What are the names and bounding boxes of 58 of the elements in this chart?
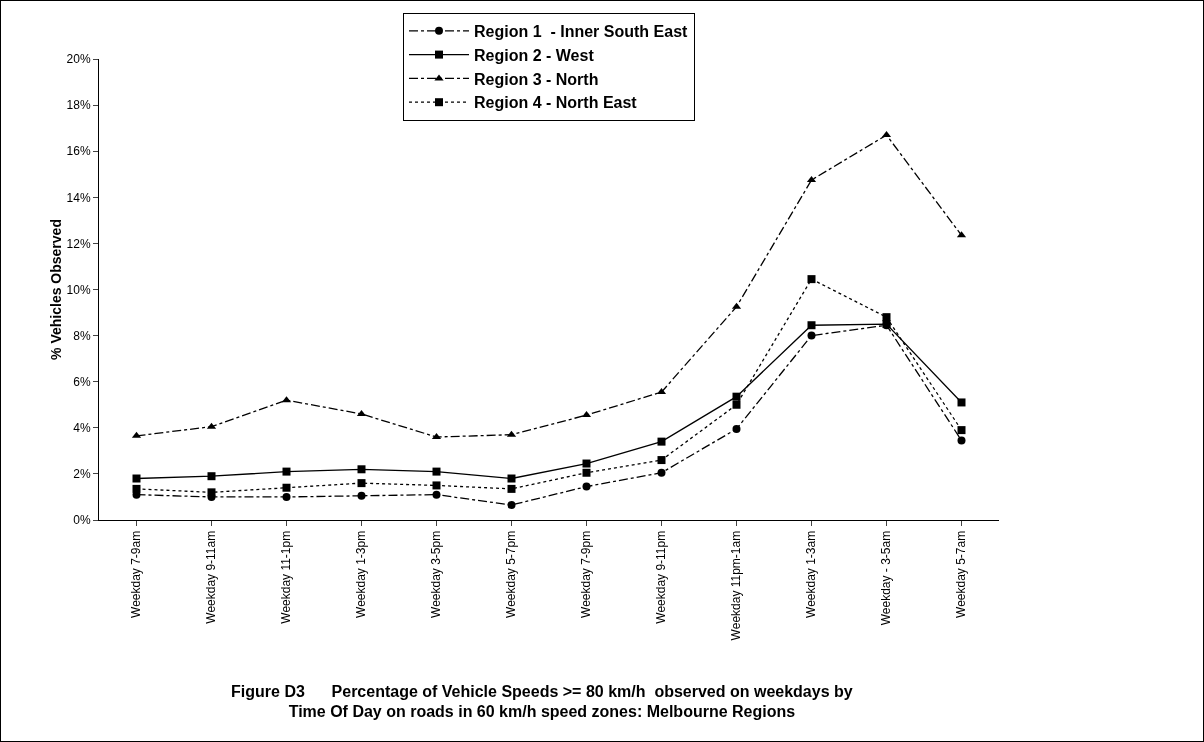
point	[807, 275, 816, 284]
x-tick-label: Weekday 5-7pm	[504, 530, 519, 618]
y-tick-label: 8%	[73, 328, 91, 343]
point	[507, 501, 516, 510]
y-tick-label: 18%	[66, 98, 91, 113]
x-tick-label: Weekday - 3-5am	[879, 530, 894, 626]
x-tick-label: Weekday 9-11am	[204, 530, 219, 624]
point	[357, 479, 366, 488]
point	[507, 474, 516, 483]
point	[282, 492, 291, 501]
legend-label: Region 4 - North East	[474, 94, 638, 112]
point	[732, 392, 741, 401]
point	[582, 468, 591, 477]
point	[957, 398, 966, 407]
y-tick-label: 12%	[66, 236, 91, 251]
legend-label: Region 3 - North	[474, 70, 599, 88]
point	[657, 456, 666, 465]
point	[282, 483, 291, 492]
x-tick-label: Weekday 1-3am	[804, 530, 819, 618]
legend-label: Region 1 - Inner South East	[474, 23, 689, 41]
y-tick-label: 10%	[66, 282, 91, 297]
point	[807, 331, 816, 340]
y-tick-label: 2%	[73, 467, 91, 482]
point	[432, 490, 441, 499]
y-tick-label: 0%	[73, 513, 91, 528]
point	[207, 472, 216, 481]
point	[582, 482, 591, 491]
y-tick-label: 6%	[73, 374, 91, 389]
text: Figure D3 Percentage of Vehicle Speeds >= 80 km/h observed on weekdays by Time Of Day on roads in 60 km/h speed zones: Melbourne Regions	[231, 682, 853, 721]
point	[732, 424, 741, 433]
point	[957, 436, 966, 445]
x-tick-label: Weekday 1-3pm	[354, 530, 369, 618]
y-axis-title: % Vehicles Observed	[48, 219, 64, 360]
x-tick-label: Weekday 11pm-1am	[729, 530, 744, 641]
x-tick-label: Weekday 9-11pm	[654, 530, 669, 624]
x-tick-label: Weekday 11-1pm	[279, 530, 294, 624]
x-tick-label: Weekday 3-5pm	[429, 530, 444, 618]
point	[657, 437, 666, 446]
point	[957, 426, 966, 435]
x-tick-label: Weekday 7-9am	[129, 530, 144, 618]
point	[507, 484, 516, 493]
point	[132, 474, 141, 483]
x-tick-label: Weekday 5-7am	[954, 530, 969, 618]
point	[657, 468, 666, 477]
point	[432, 467, 441, 476]
legend-label: Region 2 - West	[474, 46, 595, 64]
y-tick-label: 4%	[73, 421, 91, 435]
y-tick-label: 20%	[66, 52, 91, 67]
point	[357, 491, 366, 500]
y-tick-label: 16%	[66, 144, 91, 159]
point	[357, 465, 366, 474]
point	[732, 400, 741, 409]
point	[282, 467, 291, 476]
x-tick-label: Weekday 7-9pm	[579, 530, 594, 618]
point	[807, 321, 816, 330]
y-tick-label: 14%	[66, 190, 91, 205]
point	[432, 481, 441, 490]
point	[582, 459, 591, 468]
